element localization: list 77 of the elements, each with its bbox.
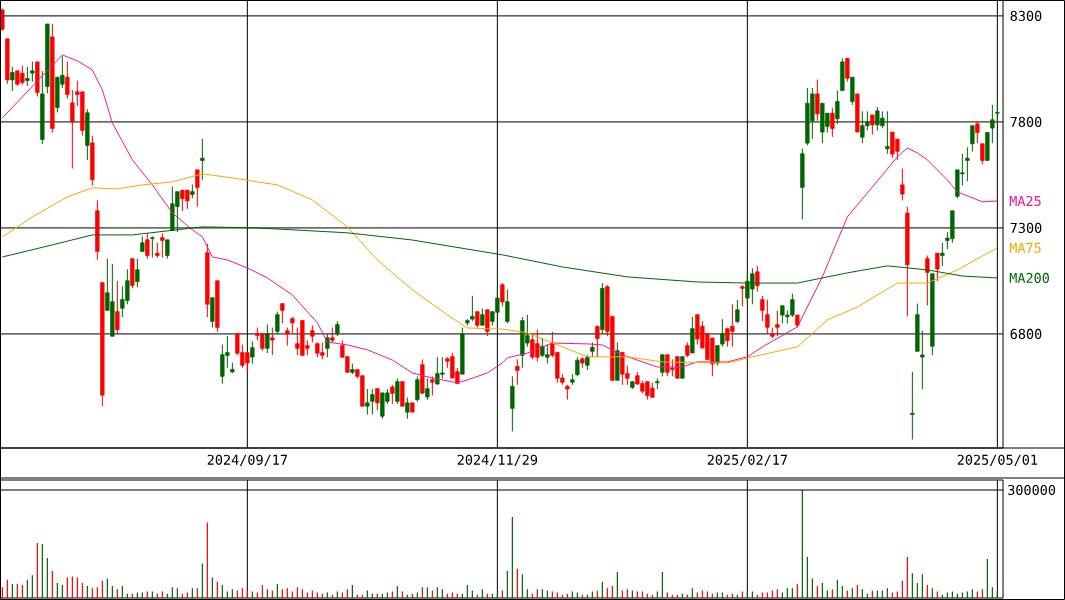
- candlestick: [995, 102, 1000, 125]
- series-label: MA25: [1009, 195, 1041, 207]
- candlestick: [965, 146, 970, 182]
- line-series: [1, 54, 998, 384]
- x-tick-label: 2024/11/29: [457, 454, 538, 466]
- candlestick: [365, 388, 370, 415]
- candlestick: [370, 388, 375, 415]
- candlestick: [395, 377, 400, 405]
- candlestick: [470, 295, 475, 322]
- candlestick: [30, 60, 35, 83]
- candlestick: [405, 397, 410, 420]
- y-tick-label: 6800: [1010, 328, 1042, 340]
- candlestick: [515, 358, 520, 386]
- candlestick: [430, 375, 435, 396]
- candlestick: [425, 377, 430, 401]
- candlestick: [920, 330, 925, 390]
- candlestick: [740, 284, 745, 307]
- candlestick: [165, 239, 170, 260]
- candlestick: [210, 297, 215, 329]
- candlestick: [280, 303, 285, 324]
- candlestick: [735, 299, 740, 324]
- candlestick: [145, 232, 150, 260]
- candlestick: [0, 7, 5, 32]
- candlestick: [720, 318, 725, 348]
- y-tick-label: 7300: [1010, 222, 1042, 234]
- candlestick: [265, 323, 270, 354]
- candlestick: [775, 310, 780, 337]
- y-tick-label: 7800: [1010, 116, 1042, 128]
- candlestick: [275, 311, 280, 335]
- candlestick: [250, 340, 255, 365]
- candlestick: [830, 107, 835, 138]
- x-tick-label: 2025/05/01: [957, 454, 1038, 466]
- candlestick: [195, 169, 200, 208]
- candlestick: [870, 114, 875, 136]
- candlestick: [815, 79, 820, 122]
- candlestick: [885, 110, 890, 155]
- candlestick: [390, 384, 395, 405]
- candlestick: [25, 66, 30, 87]
- x-tick-label: 2025/02/17: [707, 454, 787, 466]
- candlestick: [115, 280, 120, 335]
- candlestick: [500, 282, 505, 307]
- candlestick: [970, 125, 975, 153]
- candlestick: [270, 327, 275, 356]
- candlestick: [910, 371, 915, 441]
- candlestick: [990, 104, 995, 144]
- candlestick: [285, 327, 290, 347]
- y-tick-label: 8300: [1010, 10, 1042, 21]
- series-label: MA200: [1009, 272, 1049, 284]
- candlestick: [10, 66, 15, 92]
- candlestick: [835, 90, 840, 125]
- candlestick: [505, 288, 510, 324]
- candlestick: [160, 232, 165, 259]
- candlestick: [485, 309, 490, 337]
- candlestick: [900, 168, 905, 201]
- x-tick-label: 2024/09/17: [207, 454, 287, 466]
- candlestick: [935, 252, 940, 282]
- series-label: MA75: [1009, 242, 1041, 253]
- candlestick: [70, 89, 75, 170]
- candlestick: [595, 324, 600, 358]
- candlestick: [575, 356, 580, 377]
- candlestick: [940, 242, 945, 267]
- candlestick: [510, 375, 515, 432]
- candlestick: [200, 138, 205, 181]
- candlestick: [65, 60, 70, 100]
- candlestick: [925, 254, 930, 306]
- text: 300000: [1008, 484, 1056, 496]
- candlestick: [415, 375, 420, 403]
- candlestick: [980, 143, 985, 165]
- candlestick: [755, 265, 760, 293]
- candlestick: [765, 299, 770, 335]
- candlestick: [375, 388, 380, 411]
- candlestick: [975, 121, 980, 144]
- candlestick: [715, 345, 720, 367]
- candlestick: [135, 258, 140, 288]
- candlestick: [150, 235, 155, 259]
- candlestick: [845, 57, 850, 83]
- candlestick: [760, 295, 765, 322]
